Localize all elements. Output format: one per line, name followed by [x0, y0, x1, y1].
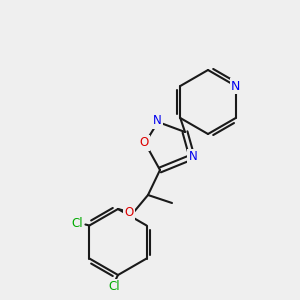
Text: Cl: Cl: [108, 280, 120, 293]
Text: O: O: [140, 136, 148, 149]
Text: N: N: [153, 115, 161, 128]
Text: N: N: [189, 151, 197, 164]
Text: Cl: Cl: [72, 217, 83, 230]
Text: N: N: [231, 80, 240, 92]
Text: O: O: [124, 206, 134, 218]
